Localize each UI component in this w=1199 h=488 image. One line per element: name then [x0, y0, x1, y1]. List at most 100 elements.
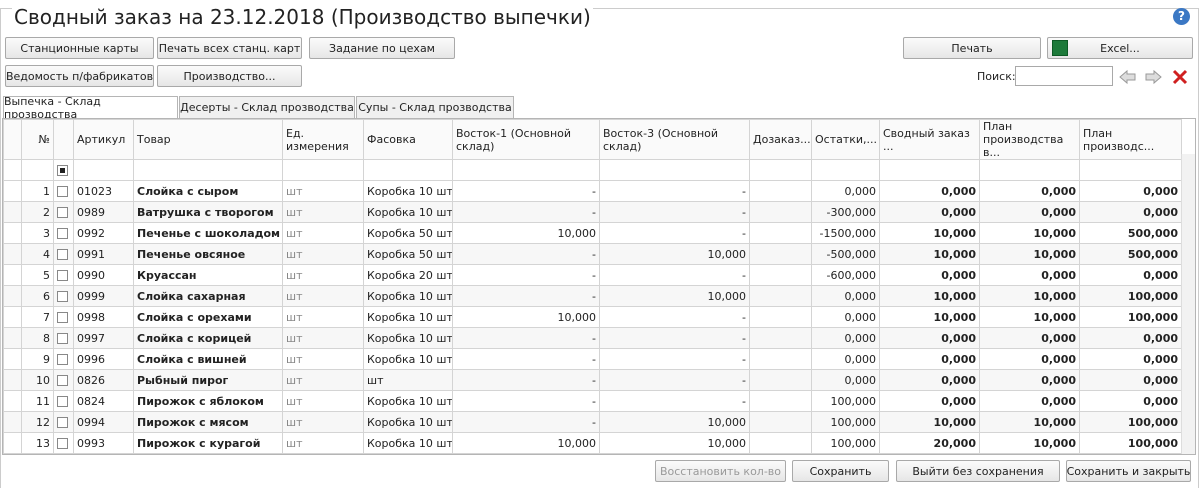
cell: Коробка 10 шт.: [363, 306, 453, 328]
row-checkbox[interactable]: [57, 228, 68, 239]
cell: [3, 264, 22, 286]
button[interactable]: Выйти без сохранения: [896, 460, 1060, 482]
filter-cell[interactable]: [73, 159, 134, 181]
cell: -: [599, 180, 750, 202]
print-button[interactable]: Печать: [903, 37, 1041, 59]
filter-cell[interactable]: [1079, 159, 1182, 181]
cell: -: [452, 327, 600, 349]
cell: Коробка 20 шт.: [363, 264, 453, 286]
cell: 0,000: [811, 348, 880, 370]
button[interactable]: Задание по цехам: [309, 37, 455, 59]
row-checkbox[interactable]: [57, 438, 68, 449]
cell: 0,000: [979, 327, 1080, 349]
cell: [749, 222, 812, 244]
row-checkbox[interactable]: [57, 186, 68, 197]
table-row[interactable]: 9 0996 Слойка с вишней шт Коробка 10 шт. - -0,…: [3, 348, 1182, 370]
cell: [749, 411, 812, 433]
cell: -: [452, 285, 600, 307]
filter-cell[interactable]: [3, 159, 22, 181]
row-checkbox[interactable]: [57, 249, 68, 260]
column-header[interactable]: №: [21, 119, 54, 160]
row-checkbox[interactable]: [57, 291, 68, 302]
filter-cell[interactable]: [879, 159, 980, 181]
filter-cell[interactable]: [282, 159, 364, 181]
cell: 10: [21, 369, 54, 391]
table-row[interactable]: 3 0992 Печенье с шоколадом шт Коробка 50 шт.…: [3, 222, 1182, 244]
table-row[interactable]: 8 0997 Слойка с корицей шт Коробка 10 шт. - -0…: [3, 327, 1182, 349]
cell: 0,000: [1079, 201, 1182, 223]
column-header[interactable]: Дозаказ...: [749, 119, 812, 160]
cell: Пирожок с мясом: [133, 411, 283, 433]
table-row[interactable]: 6 0999 Слойка сахарная шт Коробка 10 шт. -10,…: [3, 285, 1182, 307]
row-checkbox[interactable]: [57, 312, 68, 323]
clear-button[interactable]: [1172, 69, 1188, 85]
table-row[interactable]: 7 0998 Слойка с орехами шт Коробка 10 шт. 10,…: [3, 306, 1182, 328]
filter-cell[interactable]: [363, 159, 453, 181]
column-header[interactable]: Восток-3 (Основной склад): [599, 119, 750, 160]
next-button[interactable]: [1145, 69, 1162, 85]
search-input[interactable]: [1015, 66, 1113, 86]
help-button[interactable]: ?: [1173, 8, 1190, 25]
row-checkbox[interactable]: [57, 333, 68, 344]
button[interactable]: Сохранить: [792, 460, 889, 482]
filter-cell[interactable]: [599, 159, 750, 181]
table-row[interactable]: 5 0990 Круассан шт Коробка 20 шт. - - -600,000 0…: [3, 264, 1182, 286]
column-header[interactable]: Восток-1 (Основной склад): [452, 119, 600, 160]
cell: [53, 348, 74, 370]
table-row[interactable]: 13 0993 Пирожок с курагой шт Коробка 10 шт. 1…: [3, 432, 1182, 454]
cell: Пирожок с курагой: [133, 432, 283, 454]
table-row[interactable]: 2 0989 Ватрушка с творогом шт Коробка 10 шт.…: [3, 201, 1182, 223]
cell: -: [599, 369, 750, 391]
filter-cell[interactable]: [749, 159, 812, 181]
button[interactable]: Станционные карты: [5, 37, 154, 59]
button[interactable]: Производство...: [157, 65, 302, 87]
select-all[interactable]: [57, 165, 68, 176]
button[interactable]: Печать всех станц. карт: [157, 37, 302, 59]
table-row[interactable]: 4 0991 Печенье овсяное шт Коробка 50 шт. -10,…: [3, 243, 1182, 265]
button[interactable]: Сохранить и закрыть: [1066, 460, 1191, 482]
filter-cell[interactable]: [21, 159, 54, 181]
cell: 0,000: [879, 180, 980, 202]
column-header[interactable]: План производства в...: [979, 119, 1080, 160]
filter-cell[interactable]: [133, 159, 283, 181]
button[interactable]: Ведомость п/фабрикатов: [5, 65, 154, 87]
column-header[interactable]: План производс...: [1079, 119, 1182, 160]
row-checkbox[interactable]: [57, 417, 68, 428]
cell: 0,000: [879, 348, 980, 370]
scrollbar[interactable]: [1181, 154, 1195, 454]
cell: 0,000: [879, 327, 980, 349]
excel-button[interactable]: Excel...: [1047, 37, 1193, 59]
cell: 0993: [73, 432, 134, 454]
filter-cell[interactable]: [811, 159, 880, 181]
column-header[interactable]: Товар: [133, 119, 283, 160]
cell: [749, 390, 812, 412]
cell: -500,000: [811, 243, 880, 265]
prev-button[interactable]: [1119, 69, 1136, 85]
cell: 0,000: [979, 348, 1080, 370]
row-checkbox[interactable]: [57, 270, 68, 281]
filter-cell[interactable]: [53, 159, 74, 181]
cell: [3, 285, 22, 307]
tab[interactable]: Выпечка - Склад прозводства: [3, 95, 178, 121]
column-header[interactable]: Сводный заказ ...: [879, 119, 980, 160]
table-row[interactable]: 10 0826 Рыбный пирог шт шт - -0,000 0,000 0,000 0…: [3, 369, 1182, 391]
column-header[interactable]: Фасовка: [363, 119, 453, 160]
row-checkbox[interactable]: [57, 207, 68, 218]
row-checkbox[interactable]: [57, 354, 68, 365]
cell: Коробка 10 шт.: [363, 180, 453, 202]
cell: 0,000: [1079, 327, 1182, 349]
row-checkbox[interactable]: [57, 375, 68, 386]
button[interactable]: Восстановить кол-во: [655, 460, 786, 482]
table-row[interactable]: 12 0994 Пирожок с мясом шт Коробка 10 шт. -10…: [3, 411, 1182, 433]
tab[interactable]: Супы - Склад прозводства: [356, 96, 514, 118]
column-header[interactable]: Остатки,...: [811, 119, 880, 160]
cell: шт: [363, 369, 453, 391]
table-row[interactable]: 11 0824 Пирожок с яблоком шт Коробка 10 шт. -…: [3, 390, 1182, 412]
filter-cell[interactable]: [979, 159, 1080, 181]
filter-cell[interactable]: [452, 159, 600, 181]
column-header[interactable]: Артикул: [73, 119, 134, 160]
column-header[interactable]: Ед. измерения: [282, 119, 364, 160]
row-checkbox[interactable]: [57, 396, 68, 407]
table-row[interactable]: 1 01023 Слойка с сыром шт Коробка 10 шт. - -0,…: [3, 180, 1182, 202]
tab[interactable]: Десерты - Склад прозводства: [179, 96, 355, 118]
